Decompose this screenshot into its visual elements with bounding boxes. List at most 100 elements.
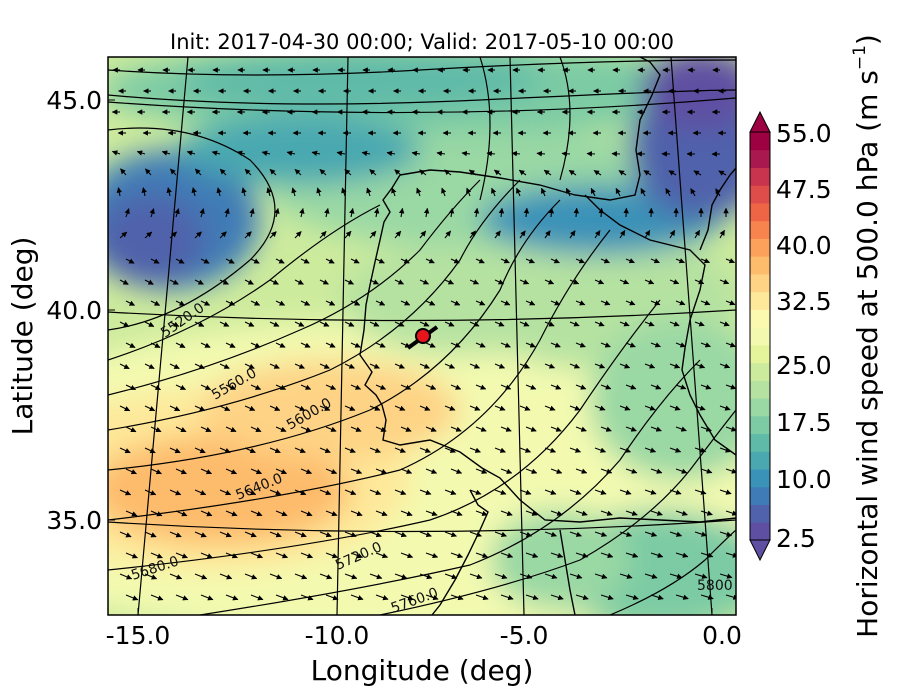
wind-arrow (525, 468, 538, 474)
wind-arrow (644, 321, 655, 327)
wind-arrow (169, 231, 178, 239)
wind-arrow (144, 279, 154, 285)
wind-arrow (373, 207, 380, 218)
colorbar-tick-label: 55.0 (776, 119, 832, 148)
wind-arrow (325, 594, 339, 601)
wind-arrow (299, 207, 305, 218)
wind-arrow (525, 342, 536, 348)
wind-arrow (594, 230, 601, 239)
wind-arrow (594, 405, 606, 411)
wind-arrow (350, 468, 363, 474)
wind-arrow (500, 552, 514, 559)
wind-arrow (719, 489, 732, 495)
x-tick-label: -10.0 (305, 621, 370, 650)
wind-arrow (125, 342, 136, 348)
wind-arrow (650, 258, 660, 264)
wind-arrow (525, 594, 539, 601)
wind-arrow (669, 489, 682, 495)
wind-arrow (619, 531, 633, 537)
wind-arrow (225, 384, 236, 390)
wind-arrow (119, 573, 133, 580)
colorbar-band (750, 469, 770, 488)
wind-arrow (225, 258, 235, 264)
wind-arrow (300, 552, 314, 559)
wind-arrow (211, 150, 221, 156)
wind-arrow (619, 363, 631, 369)
wind-arrow (194, 363, 205, 369)
wind-arrow (394, 489, 407, 496)
wind-arrow (444, 169, 452, 176)
wind-arrow (444, 447, 456, 453)
y-tick-label: 45.0 (46, 86, 102, 115)
colorbar-tick-label: 10.0 (776, 465, 832, 494)
wind-arrow (391, 187, 397, 197)
wind-arrow (644, 363, 656, 369)
wind-arrow (319, 363, 330, 369)
wind-arrow (725, 426, 736, 432)
wind-arrow (719, 321, 730, 327)
wind-arrow (669, 363, 681, 369)
wind-arrow (600, 510, 613, 516)
wind-arrow (644, 405, 656, 411)
wind-arrow (519, 230, 526, 239)
wind-arrow (294, 363, 305, 369)
wind-arrow (550, 468, 563, 474)
wind-arrow (650, 426, 662, 432)
wind-arrow (523, 207, 530, 218)
wind-arrow (250, 258, 260, 264)
wind-arrow (375, 552, 389, 559)
wind-arrow (700, 468, 713, 474)
wind-arrow (269, 531, 282, 538)
wind-arrow (694, 321, 705, 327)
wind-arrow (325, 468, 338, 475)
wind-arrow (419, 321, 430, 327)
wind-arrow (200, 426, 212, 433)
wind-arrow (494, 573, 508, 580)
wind-arrow (169, 321, 180, 327)
wind-arrow (600, 384, 612, 390)
wind-arrow (375, 510, 388, 517)
wind-arrow (575, 594, 589, 601)
wind-arrow (294, 489, 307, 496)
wind-arrow (550, 552, 564, 559)
wind-arrow (161, 150, 171, 156)
wind-arrow (111, 150, 121, 156)
wind-arrow (569, 279, 580, 285)
y-axis-label: Latitude (deg) (6, 237, 39, 436)
wind-arrow (700, 258, 711, 264)
wind-arrow (336, 150, 346, 157)
colorbar-band (750, 185, 770, 204)
wind-arrow (300, 510, 313, 517)
colorbar-extend-max (749, 110, 771, 133)
wind-arrow (550, 510, 563, 516)
wind-arrow (225, 342, 236, 348)
wind-arrow (136, 150, 146, 156)
colorbar-tick-label: 47.5 (776, 175, 832, 204)
colorbar-tick-label: 40.0 (776, 231, 832, 260)
wind-arrow (119, 489, 132, 496)
wind-arrow (468, 169, 477, 176)
wind-arrow (125, 384, 136, 391)
wind-arrow (494, 279, 505, 285)
wind-arrow (625, 552, 639, 558)
wind-arrow (625, 300, 636, 306)
wind-arrow (700, 510, 713, 516)
wind-arrow (175, 510, 188, 517)
wind-arrow (394, 279, 404, 285)
wind-arrow (294, 231, 302, 239)
wind-arrow (450, 510, 463, 517)
wind-arrow (419, 169, 427, 176)
wind-arrow (394, 363, 405, 369)
wind-arrow (575, 552, 589, 558)
colorbar-tick-label: 32.5 (776, 287, 832, 316)
wind-arrow (144, 447, 156, 454)
wind-arrow (650, 468, 663, 474)
wind-arrow (419, 573, 433, 580)
wind-arrow (644, 279, 655, 285)
wind-arrow (169, 573, 183, 580)
wind-arrow (725, 258, 736, 264)
wind-arrow (719, 531, 733, 537)
wind-arrow (569, 405, 581, 411)
wind-arrow (519, 405, 531, 411)
wind-arrow (650, 510, 663, 516)
